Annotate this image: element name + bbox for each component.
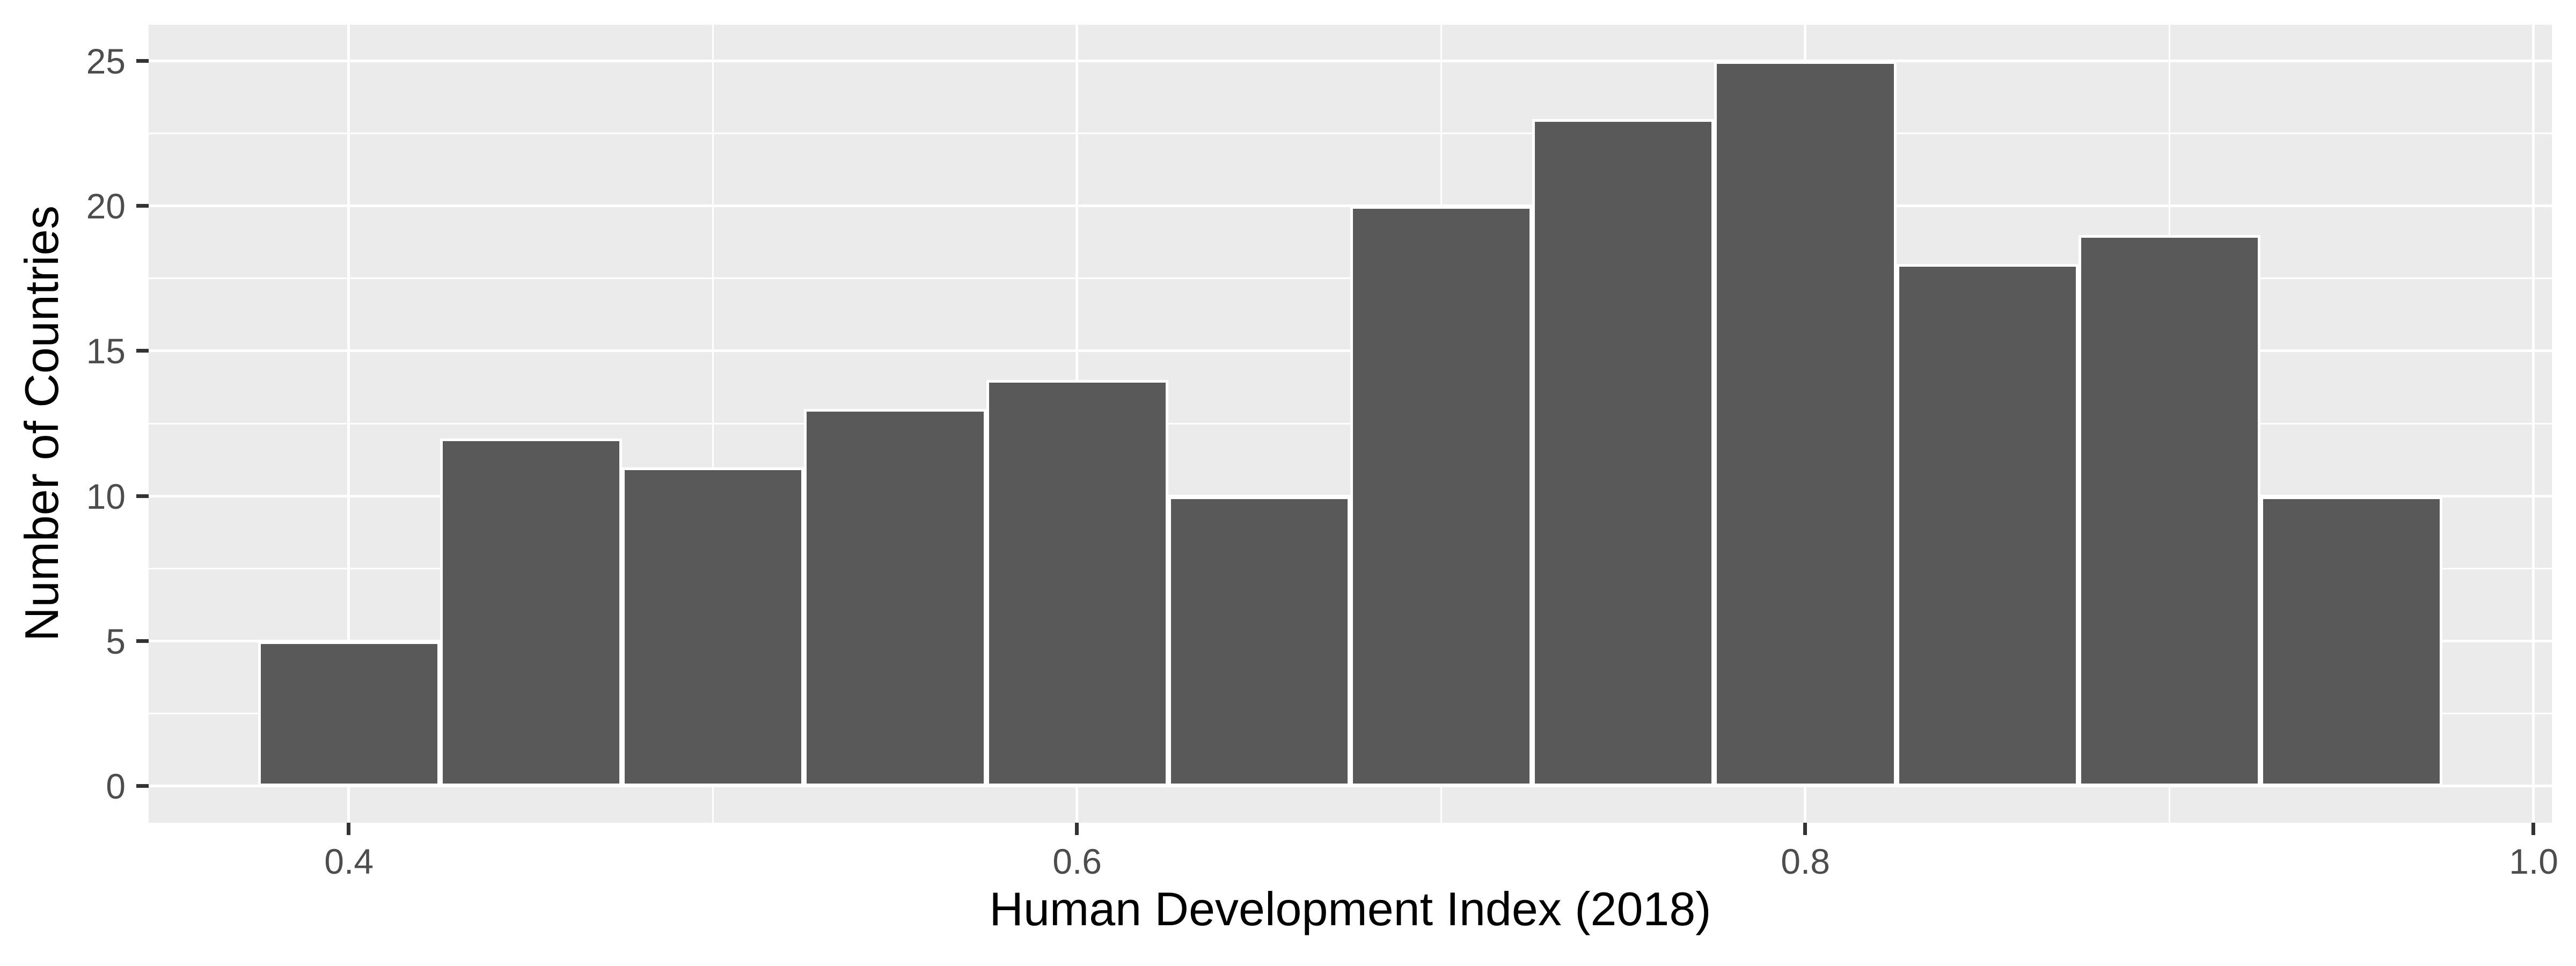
x-axis-tick [347,823,351,835]
histogram-bar [1714,61,1897,787]
histogram-bar [258,641,440,787]
x-axis-tick [1075,823,1079,835]
y-tick-label: 0 [106,766,126,807]
x-axis-tick [1803,823,1807,835]
x-axis-tick [2531,823,2536,835]
x-tick-label: 0.4 [324,841,374,881]
histogram-bar [622,467,804,787]
y-tick-label: 5 [106,621,126,662]
gridline-minor-y [149,132,2552,134]
histogram-bar [1532,119,1715,787]
histogram-bar [804,409,986,787]
plot-panel [149,25,2552,823]
y-tick-label: 10 [86,476,126,516]
y-axis-tick [136,639,149,643]
y-tick-label: 15 [86,331,126,371]
gridline-minor-x [712,25,714,823]
y-tick-label: 20 [86,186,126,226]
gridline-major-x [347,25,350,823]
y-axis-tick [136,203,149,208]
x-tick-label: 1.0 [2509,841,2558,881]
histogram-bar [440,438,623,787]
x-axis-title: Human Development Index (2018) [989,882,1711,935]
x-tick-label: 0.6 [1052,841,1102,881]
x-tick-label: 0.8 [1781,841,1830,881]
y-axis-tick [136,349,149,353]
histogram-bar [1896,264,2079,787]
histogram-bar [2260,496,2443,787]
y-axis-tick [136,58,149,63]
histogram-bar [1350,206,1533,787]
y-axis-tick [136,494,149,498]
gridline-major-y [149,204,2552,207]
gridline-major-x [2532,25,2535,823]
histogram-bar [2078,235,2261,787]
y-tick-label: 25 [86,41,126,81]
gridline-major-y [149,59,2552,62]
histogram-bar [1168,496,1350,787]
y-axis-tick [136,784,149,788]
histogram-bar [986,380,1168,787]
y-axis-title: Number of Countries [15,206,68,641]
